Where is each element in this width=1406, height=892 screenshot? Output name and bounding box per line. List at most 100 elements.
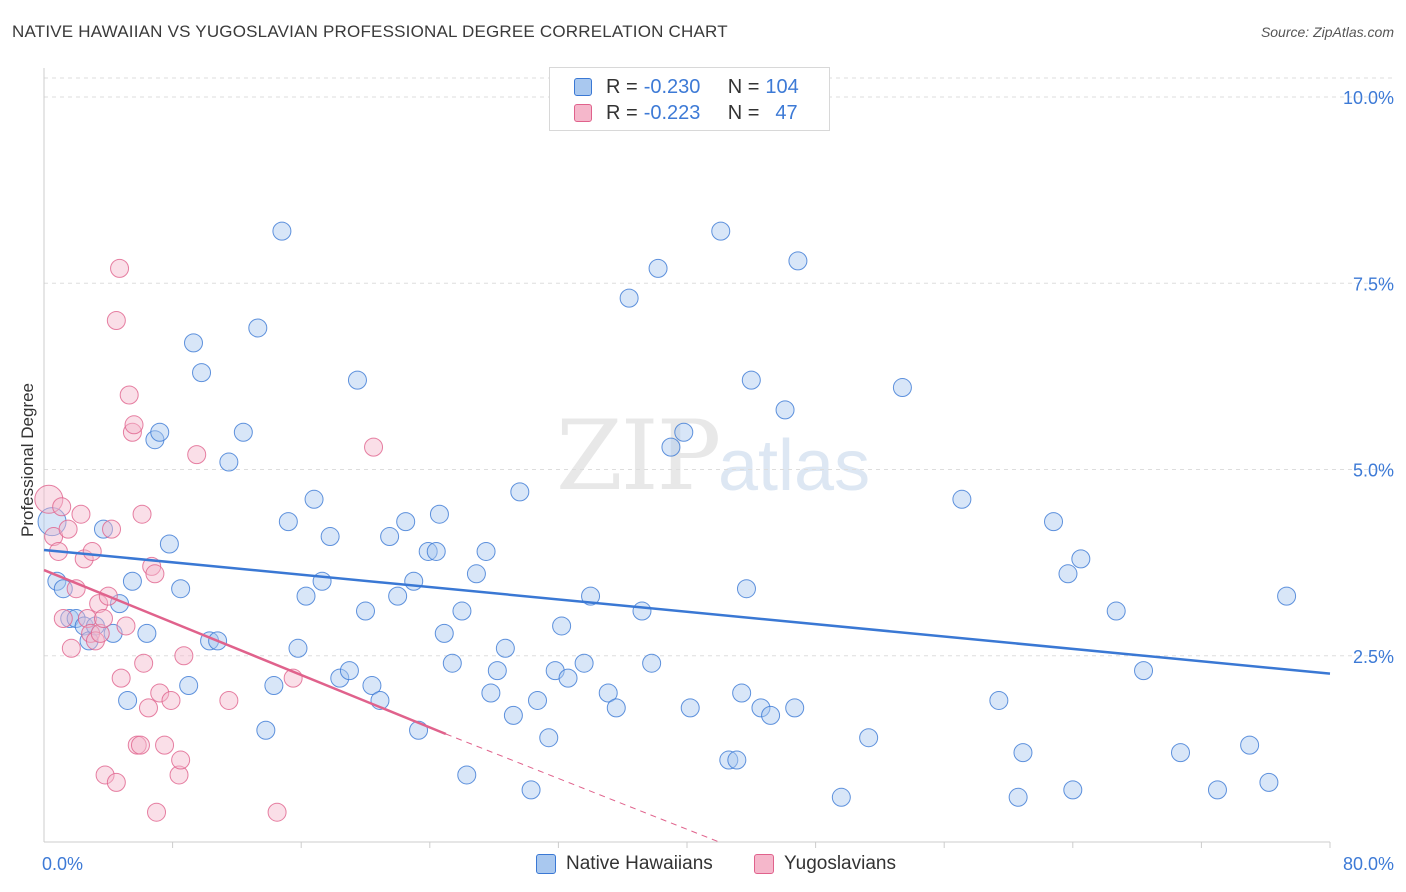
yugoslavian-point	[122, 422, 142, 442]
native-hawaiian-point	[288, 638, 308, 658]
native-hawaiian-point	[476, 541, 496, 561]
native-hawaiian-point	[732, 683, 752, 703]
yugoslavian-point	[61, 638, 81, 658]
bottom-legend-label: Native Hawaiians	[566, 853, 713, 874]
bottom-legend-label: Yugoslavians	[784, 853, 896, 874]
yugoslavian-point	[124, 415, 144, 435]
native-hawaiian-point	[741, 370, 761, 390]
native-hawaiian-point	[429, 504, 449, 524]
chart-title: NATIVE HAWAIIAN VS YUGOSLAVIAN PROFESSIO…	[12, 22, 728, 41]
native-hawaiian-point	[574, 653, 594, 673]
legend-n-label: N =	[727, 75, 760, 98]
x-tick-label-max: 80.0%	[1343, 854, 1394, 874]
native-hawaiian-point	[785, 698, 805, 718]
legend-swatch-pink	[574, 104, 592, 122]
native-hawaiian-point	[719, 750, 739, 770]
legend-r-label: R =	[606, 101, 638, 124]
bottom-legend-yugoslavians: Yugoslavians	[754, 851, 896, 877]
yugoslavian-point	[187, 445, 207, 465]
native-hawaiian-point	[495, 638, 515, 658]
yugoslavian-point	[95, 765, 115, 785]
x-tick-label-min: 0.0%	[42, 854, 83, 874]
native-hawaiian-point	[296, 586, 316, 606]
native-hawaiian-point	[598, 683, 618, 703]
native-hawaiian-point	[761, 705, 781, 725]
bottom-legend-swatch-blue	[536, 854, 556, 874]
native-hawaiian-point	[278, 512, 298, 532]
bottom-legend-native-hawaiians: Native Hawaiians	[536, 851, 713, 877]
native-hawaiian-point	[330, 668, 350, 688]
native-hawaiian-point	[503, 705, 523, 725]
yugoslavian-point	[106, 772, 126, 792]
native-hawaiian-point	[1008, 787, 1028, 807]
yugoslavian-point	[174, 646, 194, 666]
native-hawaiian-point	[362, 676, 382, 696]
yugoslavian-point	[111, 668, 131, 688]
stats-legend: R = -0.230 N = 104 R = -0.223 N = 47	[549, 67, 830, 131]
native-hawaiian-point	[380, 527, 400, 547]
native-hawaiian-point	[1106, 601, 1126, 621]
yugoslavian-point	[134, 653, 154, 673]
native-hawaiian-point	[952, 489, 972, 509]
native-hawaiian-point	[137, 623, 157, 643]
source-label: Source: ZipAtlas.com	[1260, 24, 1394, 40]
legend-n-value: 104	[765, 75, 799, 98]
yugoslavian-trendline	[43, 568, 447, 736]
legend-n-value: 47	[775, 101, 798, 124]
yugoslavian-point	[77, 609, 97, 628]
native-hawaiian-point	[192, 363, 212, 383]
native-hawaiian-point	[122, 571, 142, 591]
watermark-atlas: atlas	[718, 426, 871, 506]
native-hawaiian-point	[466, 564, 486, 584]
native-hawaiian-point	[711, 221, 731, 241]
yugoslavian-point	[145, 564, 165, 584]
legend-row-yugoslavians: R = -0.223 N = 47	[574, 100, 798, 126]
native-hawaiian-point	[256, 720, 276, 740]
native-hawaiian-point	[320, 527, 340, 547]
native-hawaiian-point	[727, 750, 747, 770]
native-hawaiian-point	[859, 728, 879, 748]
native-hawaiian-point	[442, 653, 462, 673]
legend-r-label: R =	[606, 75, 638, 98]
native-hawaiian-point	[418, 541, 438, 561]
yugoslavian-point	[161, 690, 181, 710]
native-hawaiian-point	[272, 221, 292, 241]
native-hawaiian-point	[619, 288, 639, 308]
yugoslavian-point	[34, 484, 64, 514]
native-hawaiian-point	[233, 422, 253, 442]
y-tick-label: 2.5%	[1353, 647, 1394, 667]
yugoslavian-point	[106, 311, 126, 330]
native-hawaiian-point	[606, 698, 626, 718]
native-hawaiian-point	[1063, 780, 1083, 800]
yugoslavian-point	[267, 802, 287, 822]
native-hawaiian-point	[179, 676, 199, 696]
native-hawaiian-point	[1058, 564, 1078, 584]
yugoslavian-point	[132, 504, 152, 524]
native-hawaiian-point	[751, 698, 771, 718]
legend-r-value: -0.223	[643, 101, 701, 124]
native-hawaiian-point	[426, 541, 446, 561]
native-hawaiian-point	[788, 251, 808, 271]
native-hawaiian-point	[680, 698, 700, 718]
native-hawaiian-point	[388, 586, 408, 606]
native-hawaiian-point	[521, 780, 541, 800]
native-hawaiian-point	[736, 579, 756, 599]
yugoslavian-point	[53, 609, 73, 628]
yugoslavian-point	[102, 519, 122, 539]
y-tick-label: 10.0%	[1343, 88, 1394, 108]
legend-row-native-hawaiians: R = -0.230 N = 104	[574, 74, 799, 100]
bottom-legend-swatch-pink	[754, 854, 774, 874]
yugoslavian-point	[138, 698, 158, 718]
native-hawaiian-point	[487, 661, 507, 681]
native-hawaiian-point	[183, 333, 203, 353]
native-hawaiian-point	[552, 616, 572, 636]
native-hawaiian-point	[347, 370, 367, 390]
yugoslavian-point	[93, 609, 113, 628]
native-hawaiian-point	[356, 601, 375, 621]
native-hawaiian-point	[632, 601, 652, 621]
yugoslavian-point	[110, 258, 130, 278]
native-hawaiian-point	[396, 512, 416, 532]
yugoslavian-point	[116, 616, 136, 636]
legend-n-label: N =	[727, 101, 760, 124]
